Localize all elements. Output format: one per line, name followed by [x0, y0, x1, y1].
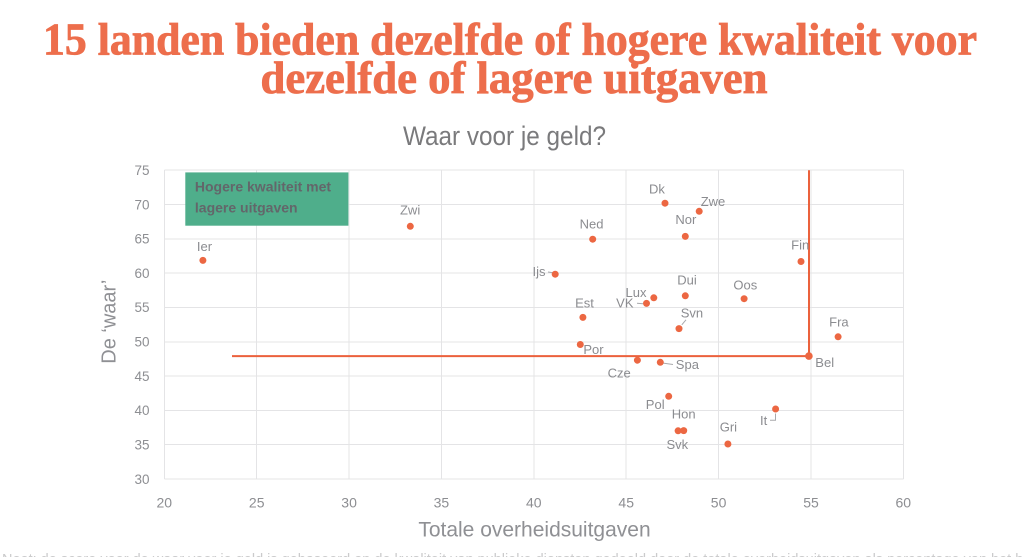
svg-text:75: 75 — [134, 163, 149, 178]
svg-text:Zwi: Zwi — [400, 202, 420, 217]
svg-text:60: 60 — [134, 266, 149, 281]
svg-text:VK: VK — [616, 295, 634, 310]
svg-text:Svn: Svn — [681, 305, 703, 320]
svg-text:Est: Est — [575, 295, 594, 310]
svg-text:40: 40 — [134, 403, 149, 418]
svg-text:Hon: Hon — [672, 407, 696, 422]
svg-text:30: 30 — [134, 472, 149, 487]
svg-text:60: 60 — [896, 495, 912, 511]
svg-text:45: 45 — [618, 495, 634, 511]
svg-text:Lux: Lux — [626, 285, 647, 300]
svg-text:Bel: Bel — [815, 355, 834, 370]
svg-text:30: 30 — [341, 495, 357, 511]
svg-text:50: 50 — [711, 495, 727, 511]
svg-text:Ier: Ier — [197, 239, 213, 254]
svg-text:Por: Por — [583, 342, 604, 357]
svg-text:Gri: Gri — [720, 420, 737, 435]
svg-text:25: 25 — [249, 495, 265, 511]
svg-text:Fin: Fin — [791, 238, 809, 253]
svg-text:70: 70 — [134, 197, 149, 212]
svg-text:Dui: Dui — [677, 273, 697, 288]
svg-text:Hogere kwaliteit met: Hogere kwaliteit met — [195, 179, 331, 195]
svg-text:Pol: Pol — [646, 397, 665, 412]
svg-text:40: 40 — [526, 495, 542, 511]
svg-text:Spa: Spa — [676, 357, 700, 372]
svg-text:Dk: Dk — [649, 182, 665, 197]
svg-text:20: 20 — [157, 495, 173, 511]
svg-text:Svk: Svk — [666, 437, 688, 452]
svg-text:Ijs: Ijs — [533, 264, 547, 279]
svg-text:Noot: de score voor de waar vo: Noot: de score voor de waar voor je geld… — [2, 552, 1024, 557]
svg-text:It: It — [760, 413, 768, 428]
svg-text:65: 65 — [134, 232, 149, 247]
svg-text:lagere uitgaven: lagere uitgaven — [195, 200, 298, 216]
svg-text:15 landen bieden dezelfde of h: 15 landen bieden dezelfde of hogere kwal… — [43, 15, 977, 65]
svg-text:Cze: Cze — [608, 366, 631, 381]
svg-text:50: 50 — [134, 335, 149, 350]
svg-text:35: 35 — [134, 438, 149, 453]
svg-text:Oos: Oos — [733, 277, 757, 292]
svg-text:45: 45 — [134, 369, 149, 384]
svg-text:35: 35 — [434, 495, 450, 511]
svg-text:Totale overheidsuitgaven: Totale overheidsuitgaven — [418, 519, 650, 542]
svg-text:55: 55 — [803, 495, 819, 511]
svg-text:Waar voor je geld?: Waar voor je geld? — [403, 121, 606, 151]
svg-text:Zwe: Zwe — [701, 194, 726, 209]
svg-text:De ‘waar’: De ‘waar’ — [99, 280, 121, 364]
svg-text:dezelfde of lagere uitgaven: dezelfde of lagere uitgaven — [261, 53, 768, 103]
svg-text:Fra: Fra — [829, 315, 849, 330]
svg-text:Ned: Ned — [580, 217, 604, 232]
svg-text:Nor: Nor — [675, 212, 697, 227]
svg-text:55: 55 — [134, 300, 149, 315]
